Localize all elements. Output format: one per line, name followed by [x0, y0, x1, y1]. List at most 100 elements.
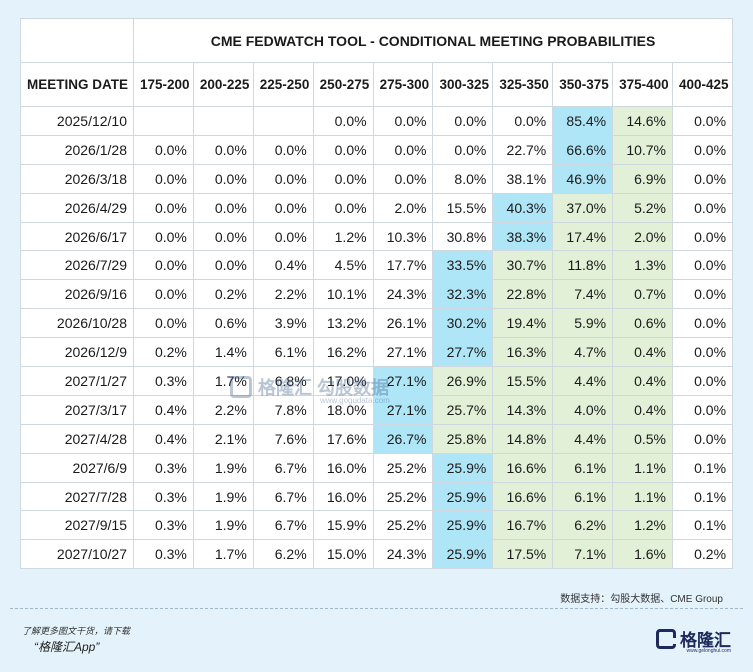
probability-cell: 8.0%: [432, 163, 494, 194]
probability-cell: 2.0%: [612, 221, 674, 252]
column-header: 225-250: [252, 62, 314, 107]
probability-cell: 10.3%: [372, 221, 434, 252]
meeting-date-cell: 2027/7/28: [20, 481, 134, 512]
probability-cell: [252, 106, 314, 136]
table-row: 2025/12/10 0.0% 0.0% 0.0% 0.0% 85.4% 14.6% 0.0%: [20, 106, 734, 136]
probability-cell: 1.9%: [192, 510, 254, 541]
probability-cell: 13.2%: [312, 308, 374, 339]
probability-table: CME FEDWATCH TOOL - CONDITIONAL MEETING …: [20, 18, 734, 570]
probability-cell: 0.0%: [133, 192, 194, 223]
row-header-label: MEETING DATE: [20, 62, 134, 107]
probability-cell: 0.0%: [133, 250, 194, 281]
probability-cell: 0.0%: [372, 163, 434, 194]
table-row: 2027/3/17 0.4% 2.2% 7.8% 18.0% 27.1% 25.7% 14.3…: [20, 394, 734, 425]
probability-cell: 0.0%: [133, 163, 194, 194]
brand-logo: 格隆汇 www.gelonghui.com: [656, 626, 731, 654]
probability-cell: 0.4%: [133, 394, 194, 425]
probability-cell: 0.4%: [252, 250, 314, 281]
probability-cell: 0.1%: [672, 481, 734, 512]
probability-cell: 0.7%: [612, 279, 674, 310]
probability-cell: [133, 106, 194, 136]
probability-cell: 0.1%: [672, 510, 734, 541]
column-header: 325-350: [492, 62, 554, 107]
probability-cell: 27.1%: [372, 394, 434, 425]
brand-url: www.gelonghui.com: [686, 648, 731, 654]
probability-cell: 1.1%: [612, 452, 674, 483]
probability-cell: 4.4%: [552, 366, 614, 396]
probability-cell: 1.6%: [612, 539, 674, 570]
column-header-row: MEETING DATE 175-200 200-225 225-250 250-27…: [20, 62, 734, 107]
corner-cell: [20, 18, 134, 63]
probability-cell: 25.7%: [432, 394, 494, 425]
table-row: 2026/1/28 0.0% 0.0% 0.0% 0.0% 0.0% 0.0% 22.7% 66…: [20, 134, 734, 165]
probability-cell: 15.9%: [312, 510, 374, 541]
probability-cell: 0.0%: [192, 134, 254, 165]
probability-cell: 0.0%: [192, 250, 254, 281]
probability-cell: 15.0%: [312, 539, 374, 570]
probability-cell: 32.3%: [432, 279, 494, 310]
footer-app-name: “格隆汇App”: [34, 640, 100, 654]
probability-cell: 0.0%: [133, 279, 194, 310]
probability-cell: 10.1%: [312, 279, 374, 310]
probability-cell: 7.6%: [252, 423, 314, 454]
probability-cell: 30.8%: [432, 221, 494, 252]
probability-cell: 0.0%: [672, 366, 734, 396]
probability-cell: 25.2%: [372, 452, 434, 483]
probability-cell: 7.8%: [252, 394, 314, 425]
probability-cell: 0.3%: [133, 539, 194, 570]
probability-cell: 0.0%: [252, 163, 314, 194]
table-row: 2026/3/18 0.0% 0.0% 0.0% 0.0% 0.0% 8.0% 38.1% 46…: [20, 163, 734, 194]
column-header: 175-200: [133, 62, 194, 107]
probability-cell: 6.9%: [612, 163, 674, 194]
probability-cell: 1.3%: [612, 250, 674, 281]
probability-cell: 16.0%: [312, 481, 374, 512]
probability-cell: 17.5%: [492, 539, 554, 570]
meeting-date-cell: 2026/10/28: [20, 308, 134, 339]
probability-cell: 18.0%: [312, 394, 374, 425]
probability-cell: 26.9%: [432, 366, 494, 396]
probability-cell: 0.2%: [133, 337, 194, 368]
meeting-date-cell: 2027/4/28: [20, 423, 134, 454]
watermark: 格隆汇 勾股数据 www.gogudata.com: [230, 374, 390, 405]
table-body: 2025/12/10 0.0% 0.0% 0.0% 0.0% 85.4% 14.6% 0.0%…: [20, 106, 734, 570]
probability-cell: 27.1%: [372, 366, 434, 396]
probability-cell: 0.0%: [133, 134, 194, 165]
meeting-date-cell: 2025/12/10: [20, 106, 134, 136]
probability-cell: 6.7%: [252, 510, 314, 541]
probability-cell: 0.0%: [133, 221, 194, 252]
probability-cell: 17.6%: [312, 423, 374, 454]
probability-cell: 30.2%: [432, 308, 494, 339]
probability-cell: 0.0%: [672, 394, 734, 425]
watermark-logo-icon: [230, 376, 252, 398]
probability-cell: 46.9%: [552, 163, 614, 194]
probability-cell: 0.0%: [672, 163, 734, 194]
probability-cell: 0.0%: [312, 134, 374, 165]
probability-cell: 0.2%: [672, 539, 734, 570]
watermark-url: www.gogudata.com: [320, 396, 390, 405]
probability-cell: 14.8%: [492, 423, 554, 454]
probability-cell: 0.0%: [432, 106, 494, 136]
meeting-date-cell: 2027/3/17: [20, 394, 134, 425]
probability-cell: 11.8%: [552, 250, 614, 281]
table-title: CME FEDWATCH TOOL - CONDITIONAL MEETING …: [132, 18, 734, 63]
probability-cell: 16.2%: [312, 337, 374, 368]
meeting-date-cell: 2026/3/18: [20, 163, 134, 194]
probability-cell: 6.2%: [552, 510, 614, 541]
probability-cell: 14.6%: [612, 106, 674, 136]
probability-cell: 25.8%: [432, 423, 494, 454]
column-header: 250-275: [312, 62, 374, 107]
footer-note: 了解更多图文干货，请下载: [22, 626, 131, 636]
probability-cell: 0.3%: [133, 510, 194, 541]
probability-cell: 2.2%: [192, 394, 254, 425]
probability-cell: 0.0%: [672, 337, 734, 368]
probability-cell: 0.4%: [612, 366, 674, 396]
meeting-date-cell: 2027/6/9: [20, 452, 134, 483]
probability-cell: 7.4%: [552, 279, 614, 310]
probability-cell: 15.5%: [492, 366, 554, 396]
meeting-date-cell: 2026/7/29: [20, 250, 134, 281]
probability-cell: 0.0%: [312, 163, 374, 194]
probability-table-container: CME FEDWATCH TOOL - CONDITIONAL MEETING …: [20, 18, 734, 570]
probability-cell: 26.7%: [372, 423, 434, 454]
probability-cell: 4.4%: [552, 423, 614, 454]
probability-cell: 25.9%: [432, 481, 494, 512]
